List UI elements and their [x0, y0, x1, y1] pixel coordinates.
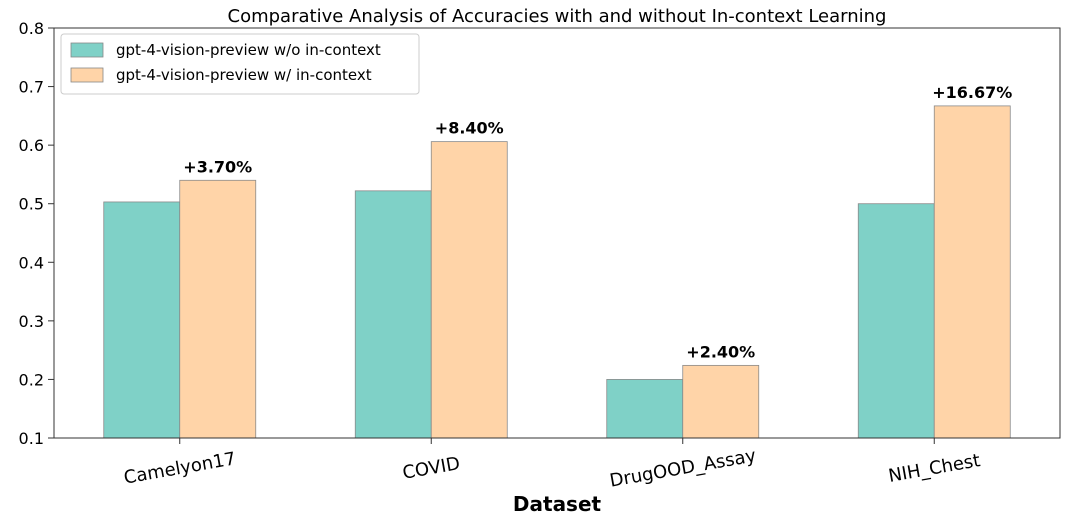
chart-title: Comparative Analysis of Accuracies with … — [228, 6, 887, 27]
x-tick-label: COVID — [401, 453, 462, 484]
bar-annotation: +2.40% — [686, 342, 755, 361]
bar-annotation: +16.67% — [932, 83, 1012, 102]
y-tick-label: 0.7 — [19, 78, 44, 97]
legend-label-with-context: gpt-4-vision-preview w/ in-context — [116, 66, 372, 84]
y-tick-label: 0.4 — [19, 253, 44, 272]
bar-without-context — [606, 379, 684, 439]
bar-annotation: +8.40% — [435, 119, 504, 138]
bar-without-context — [103, 201, 181, 439]
x-tick-label: NIH_Chest — [887, 450, 982, 487]
y-axis: 0.1 0.2 0.3 0.4 0.5 0.6 0.7 0.8 — [19, 19, 54, 448]
bar-with-context — [682, 364, 760, 439]
bar-with-context — [179, 179, 257, 439]
x-tick-label: Camelyon17 — [122, 448, 237, 488]
bar-with-context — [933, 105, 1011, 439]
legend-swatch-without-context — [70, 42, 104, 58]
y-tick-label: 0.2 — [19, 370, 44, 389]
legend-label-without-context: gpt-4-vision-preview w/o in-context — [116, 41, 381, 59]
y-tick-label: 0.3 — [19, 312, 44, 331]
bar-without-context — [354, 190, 432, 439]
annotations-layer: +3.70% +8.40% +2.40% +16.67% — [183, 83, 1012, 361]
legend-box — [60, 33, 420, 95]
plot-frame — [53, 27, 1061, 439]
x-axis-title: Dataset — [513, 492, 602, 516]
y-tick-label: 0.6 — [19, 136, 44, 155]
y-tick-label: 0.5 — [19, 195, 44, 214]
y-tick-label: 0.8 — [19, 19, 44, 38]
x-axis: Camelyon17 COVID DrugOOD_Assay NIH_Chest — [122, 438, 982, 492]
bar-annotation: +3.70% — [183, 157, 252, 176]
bars-layer — [103, 105, 1011, 439]
legend: gpt-4-vision-preview w/o in-context gpt-… — [60, 33, 420, 95]
bar-with-context — [430, 141, 508, 439]
x-tick-label: DrugOOD_Assay — [608, 445, 758, 491]
bar-without-context — [857, 203, 935, 439]
legend-swatch-with-context — [70, 67, 104, 83]
y-tick-label: 0.1 — [19, 429, 44, 448]
